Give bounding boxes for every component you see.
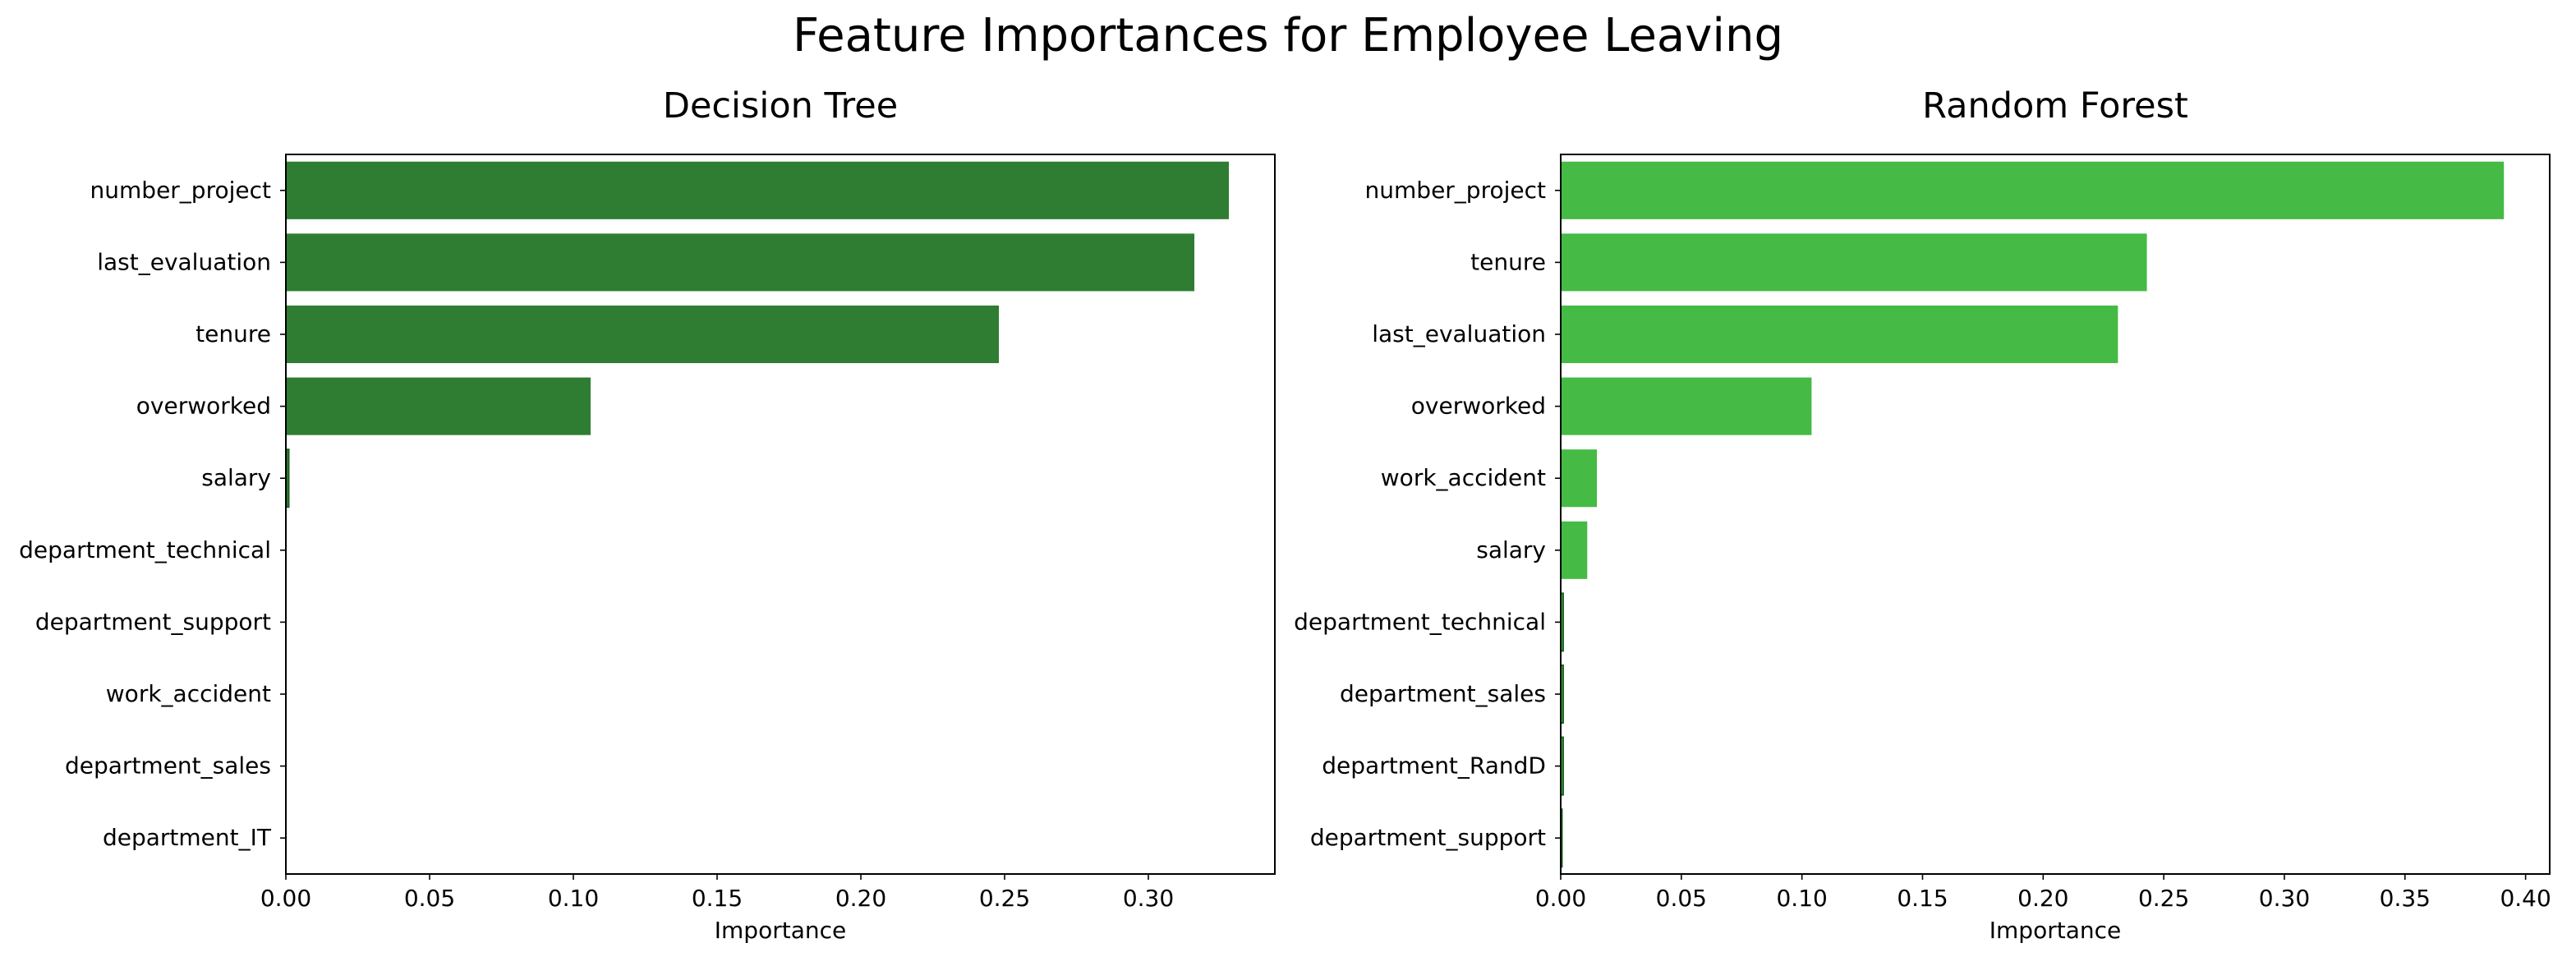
random-forest-category-label: department_RandD [1322, 752, 1546, 780]
random-forest-category-label: salary [1476, 536, 1546, 564]
decision-tree-title: Decision Tree [663, 85, 898, 126]
decision-tree-x-tick-label: 0.15 [692, 885, 743, 912]
decision-tree-x-tick-label: 0.25 [979, 885, 1030, 912]
random-forest-category-label: work_accident [1381, 464, 1546, 491]
random-forest-bar-tenure [1561, 233, 2147, 292]
random-forest-plot-frame [1560, 154, 2551, 875]
random-forest-bar-number_project [1561, 161, 2505, 219]
decision-tree-category-label: department_support [35, 608, 271, 635]
random-forest-title: Random Forest [1922, 85, 2188, 126]
random-forest-chart: Random Forest Importance number_projectt… [1294, 85, 2551, 944]
decision-tree-category-label: tenure [196, 320, 271, 347]
decision-tree-x-tick-label: 0.30 [1123, 885, 1174, 912]
random-forest-x-tick-label: 0.40 [2500, 885, 2551, 912]
decision-tree-chart: Decision Tree Importance number_projectl… [19, 85, 1276, 944]
random-forest-x-tick-label: 0.20 [2017, 885, 2068, 912]
decision-tree-category-label: number_project [90, 177, 271, 204]
decision-tree-bar-number_project [286, 161, 1229, 219]
decision-tree-category-label: last_evaluation [97, 248, 271, 275]
random-forest-x-tick-label: 0.25 [2138, 885, 2189, 912]
random-forest-category-label: department_sales [1340, 680, 1546, 707]
figure-title: Feature Importances for Employee Leaving [793, 9, 1783, 62]
random-forest-category-label: department_support [1310, 824, 1546, 851]
random-forest-x-tick-label: 0.10 [1776, 885, 1827, 912]
random-forest-x-tick-label: 0.05 [1656, 885, 1707, 912]
decision-tree-category-label: department_sales [65, 752, 271, 780]
decision-tree-bar-tenure [286, 305, 999, 364]
random-forest-category-label: last_evaluation [1372, 320, 1546, 347]
random-forest-category-label: overworked [1411, 393, 1546, 420]
decision-tree-category-label: salary [201, 464, 271, 491]
random-forest-x-tick-label: 0.30 [2259, 885, 2310, 912]
random-forest-bar-overworked [1561, 377, 1812, 435]
decision-tree-category-label: work_accident [106, 680, 271, 707]
random-forest-bar-salary [1561, 521, 1588, 579]
decision-tree-category-label: department_IT [103, 824, 272, 851]
decision-tree-x-tick-label: 0.05 [404, 885, 455, 912]
random-forest-x-tick-label: 0.15 [1897, 885, 1948, 912]
decision-tree-plot-frame [285, 154, 1276, 875]
decision-tree-bar-last_evaluation [286, 233, 1194, 292]
decision-tree-x-tick-label: 0.20 [835, 885, 886, 912]
decision-tree-category-label: department_technical [19, 536, 271, 564]
decision-tree-x-axis-label: Importance [715, 917, 846, 944]
random-forest-category-label: department_technical [1294, 608, 1546, 635]
random-forest-bar-work_accident [1561, 449, 1598, 508]
random-forest-x-tick-label: 0.00 [1535, 885, 1586, 912]
decision-tree-category-label: overworked [136, 393, 271, 420]
random-forest-bar-last_evaluation [1561, 305, 2118, 364]
random-forest-category-label: tenure [1470, 248, 1546, 275]
random-forest-category-label: number_project [1365, 177, 1546, 204]
random-forest-x-axis-label: Importance [1990, 917, 2121, 944]
random-forest-x-tick-label: 0.35 [2380, 885, 2431, 912]
decision-tree-x-tick-label: 0.00 [260, 885, 311, 912]
decision-tree-x-tick-label: 0.10 [548, 885, 599, 912]
decision-tree-bar-overworked [286, 377, 591, 435]
